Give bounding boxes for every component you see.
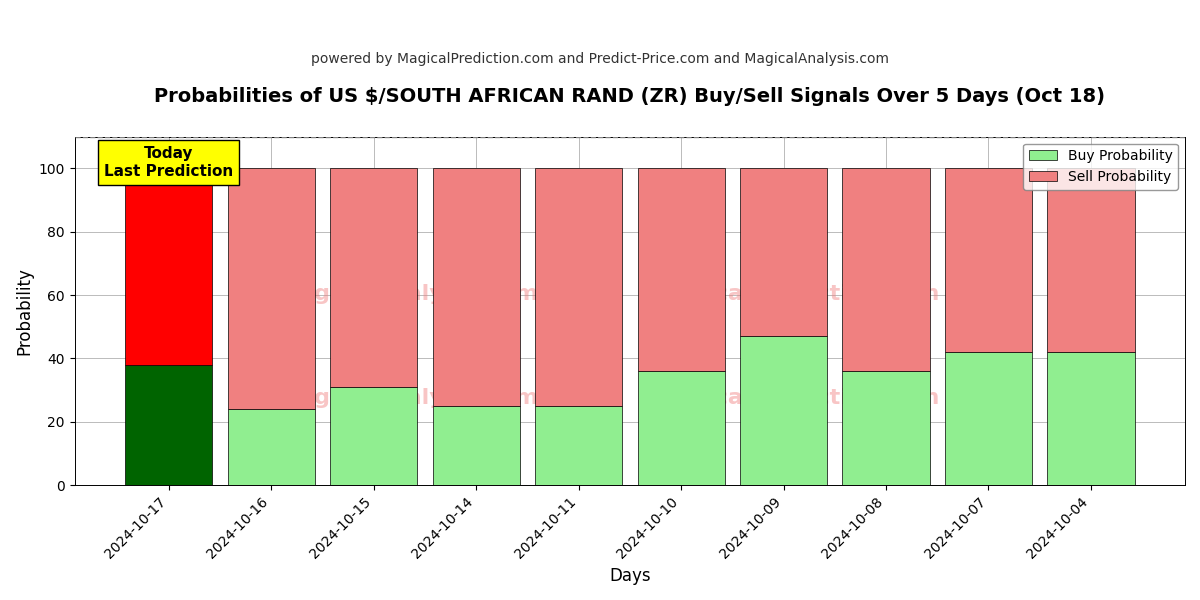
Bar [637,169,725,371]
Bar [432,169,520,406]
Bar [842,371,930,485]
Bar [228,409,314,485]
Bar [1048,352,1134,485]
Text: MagicalAnalysis.com: MagicalAnalysis.com [277,284,539,304]
Text: MagicalPrediction.com: MagicalPrediction.com [654,388,940,408]
Bar [740,336,827,485]
Bar [125,365,212,485]
Bar [432,406,520,485]
Bar [944,169,1032,352]
Bar [842,169,930,371]
Bar [1048,169,1134,352]
Legend: Buy Probability, Sell Probability: Buy Probability, Sell Probability [1024,143,1178,190]
Y-axis label: Probability: Probability [16,267,34,355]
Bar [637,371,725,485]
Text: MagicalAnalysis.com: MagicalAnalysis.com [277,388,539,408]
Bar [535,169,622,406]
Bar [330,387,418,485]
Bar [228,169,314,409]
Text: Today
Last Prediction: Today Last Prediction [104,146,233,179]
Text: MagicalPrediction.com: MagicalPrediction.com [654,284,940,304]
Bar [535,406,622,485]
Bar [944,352,1032,485]
Bar [330,169,418,387]
Bar [740,169,827,336]
X-axis label: Days: Days [610,567,650,585]
Text: powered by MagicalPrediction.com and Predict-Price.com and MagicalAnalysis.com: powered by MagicalPrediction.com and Pre… [311,52,889,66]
Title: Probabilities of US $/SOUTH AFRICAN RAND (ZR) Buy/Sell Signals Over 5 Days (Oct : Probabilities of US $/SOUTH AFRICAN RAND… [155,87,1105,106]
Bar [125,169,212,365]
